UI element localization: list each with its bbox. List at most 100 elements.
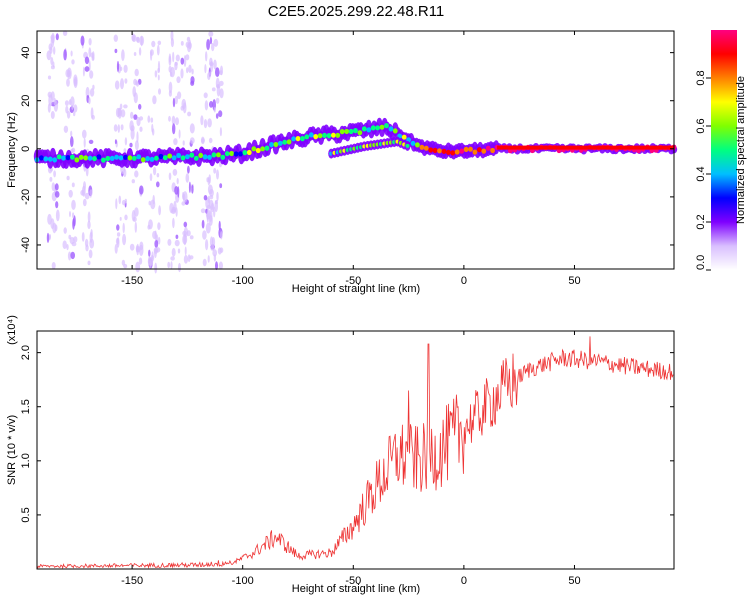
noise-speck xyxy=(215,77,220,89)
noise-speck xyxy=(208,137,213,144)
noise-speck xyxy=(156,181,160,188)
x-tick-label: 0 xyxy=(461,275,467,287)
secondary-ridge-core xyxy=(405,143,410,148)
noise-speck xyxy=(208,31,214,37)
noise-speck xyxy=(213,107,216,113)
noise-speck xyxy=(115,107,121,118)
colorbar-ticks: 0.0 0.2 0.4 0.6 0.8 xyxy=(695,70,711,271)
noise-speck xyxy=(168,90,172,97)
x-tick-label: 50 xyxy=(568,575,580,587)
noise-speck xyxy=(214,200,218,205)
noise-speck xyxy=(150,50,153,61)
noise-speck xyxy=(134,68,139,77)
ridge-core xyxy=(401,134,407,140)
snr-x-label: Height of straight line (km) xyxy=(292,583,420,595)
noise-speck xyxy=(121,199,126,206)
noise-speck xyxy=(68,99,72,106)
noise-speck xyxy=(85,86,90,99)
ridge-core xyxy=(193,155,199,161)
noise-speck xyxy=(83,138,86,148)
noise-speck xyxy=(206,39,211,51)
colorbar-label: Normalized spectral amplitude xyxy=(735,76,747,224)
ridge-core xyxy=(220,154,226,160)
ridge-core xyxy=(92,156,97,162)
colorbar-tick-label: 0.2 xyxy=(695,214,707,229)
ridge-core xyxy=(331,132,336,138)
noise-speck xyxy=(133,92,138,104)
ridge-core xyxy=(149,156,155,162)
noise-speck xyxy=(66,78,70,87)
ridge-core xyxy=(140,157,146,163)
noise-speck xyxy=(122,222,125,234)
noise-speck xyxy=(152,95,157,105)
noise-speck xyxy=(124,78,128,84)
snr-multiplier: (x10⁴) xyxy=(6,315,18,345)
colorbar: 0.0 0.2 0.4 0.6 0.8 Normalized spectral ampl… xyxy=(695,30,747,271)
noise-speck xyxy=(87,220,91,230)
noise-speck xyxy=(157,74,160,81)
noise-speck xyxy=(71,182,75,188)
snr-marks xyxy=(36,336,674,570)
ridge-core xyxy=(229,150,235,157)
ridge-core xyxy=(70,154,75,160)
ridge-core xyxy=(441,148,447,154)
snr-panel: -150 -100 -50 0 50 0.5 1.0 1.5 2.0 Height of st… xyxy=(6,315,675,595)
noise-speck xyxy=(137,78,142,85)
noise-speck xyxy=(123,64,128,73)
noise-speck xyxy=(140,36,143,47)
spectrogram-y-label: Frequency (Hz) xyxy=(6,112,18,188)
noise-speck xyxy=(189,137,195,145)
noise-speck xyxy=(129,243,135,251)
noise-speck xyxy=(53,170,56,178)
ridge-core xyxy=(180,155,186,161)
y-tick-label: 2.0 xyxy=(20,345,32,360)
ridge-core xyxy=(224,151,230,157)
noise-speck xyxy=(203,119,208,129)
noise-speck xyxy=(50,91,55,101)
noise-speck xyxy=(177,186,180,198)
y-tick-label: -40 xyxy=(20,237,32,253)
x-tick-label: -50 xyxy=(345,275,361,287)
noise-speck xyxy=(168,115,171,122)
noise-speck xyxy=(82,66,85,77)
noise-speck xyxy=(215,113,219,119)
ridge-core xyxy=(65,155,71,161)
noise-speck xyxy=(191,68,194,75)
ridge-core xyxy=(96,154,102,160)
ridge-core xyxy=(454,149,460,155)
noise-speck xyxy=(209,189,214,197)
ridge-core xyxy=(255,147,261,154)
ridge-core xyxy=(189,152,195,158)
noise-speck xyxy=(185,54,190,61)
noise-speck xyxy=(63,49,67,61)
noise-speck xyxy=(50,57,54,66)
ridge-core xyxy=(300,136,305,142)
noise-speck xyxy=(182,102,187,114)
noise-speck xyxy=(213,38,219,47)
noise-speck xyxy=(47,103,51,113)
noise-speck xyxy=(114,48,118,54)
noise-speck xyxy=(217,247,222,255)
noise-speck xyxy=(213,206,216,218)
noise-speck xyxy=(155,247,161,253)
ridge-core xyxy=(251,146,257,152)
noise-speck xyxy=(204,64,207,74)
noise-speck xyxy=(120,124,124,131)
ridge-core xyxy=(277,140,283,146)
noise-speck xyxy=(216,169,219,180)
y-tick-label: 1.0 xyxy=(20,453,32,468)
y-tick-label: -20 xyxy=(20,189,32,205)
noise-speck xyxy=(186,67,189,74)
noise-speck xyxy=(209,36,213,45)
noise-speck xyxy=(71,241,77,247)
noise-speck xyxy=(213,167,217,174)
x-tick-label: -50 xyxy=(345,575,361,587)
noise-speck xyxy=(205,222,211,234)
noise-speck xyxy=(208,210,213,222)
noise-speck xyxy=(180,41,184,46)
noise-speck xyxy=(171,247,176,257)
noise-speck xyxy=(154,70,158,78)
x-tick-label: -150 xyxy=(121,275,143,287)
figure-title: C2E5.2025.299.22.48.R11 xyxy=(268,3,445,20)
ridge-core xyxy=(43,156,49,162)
